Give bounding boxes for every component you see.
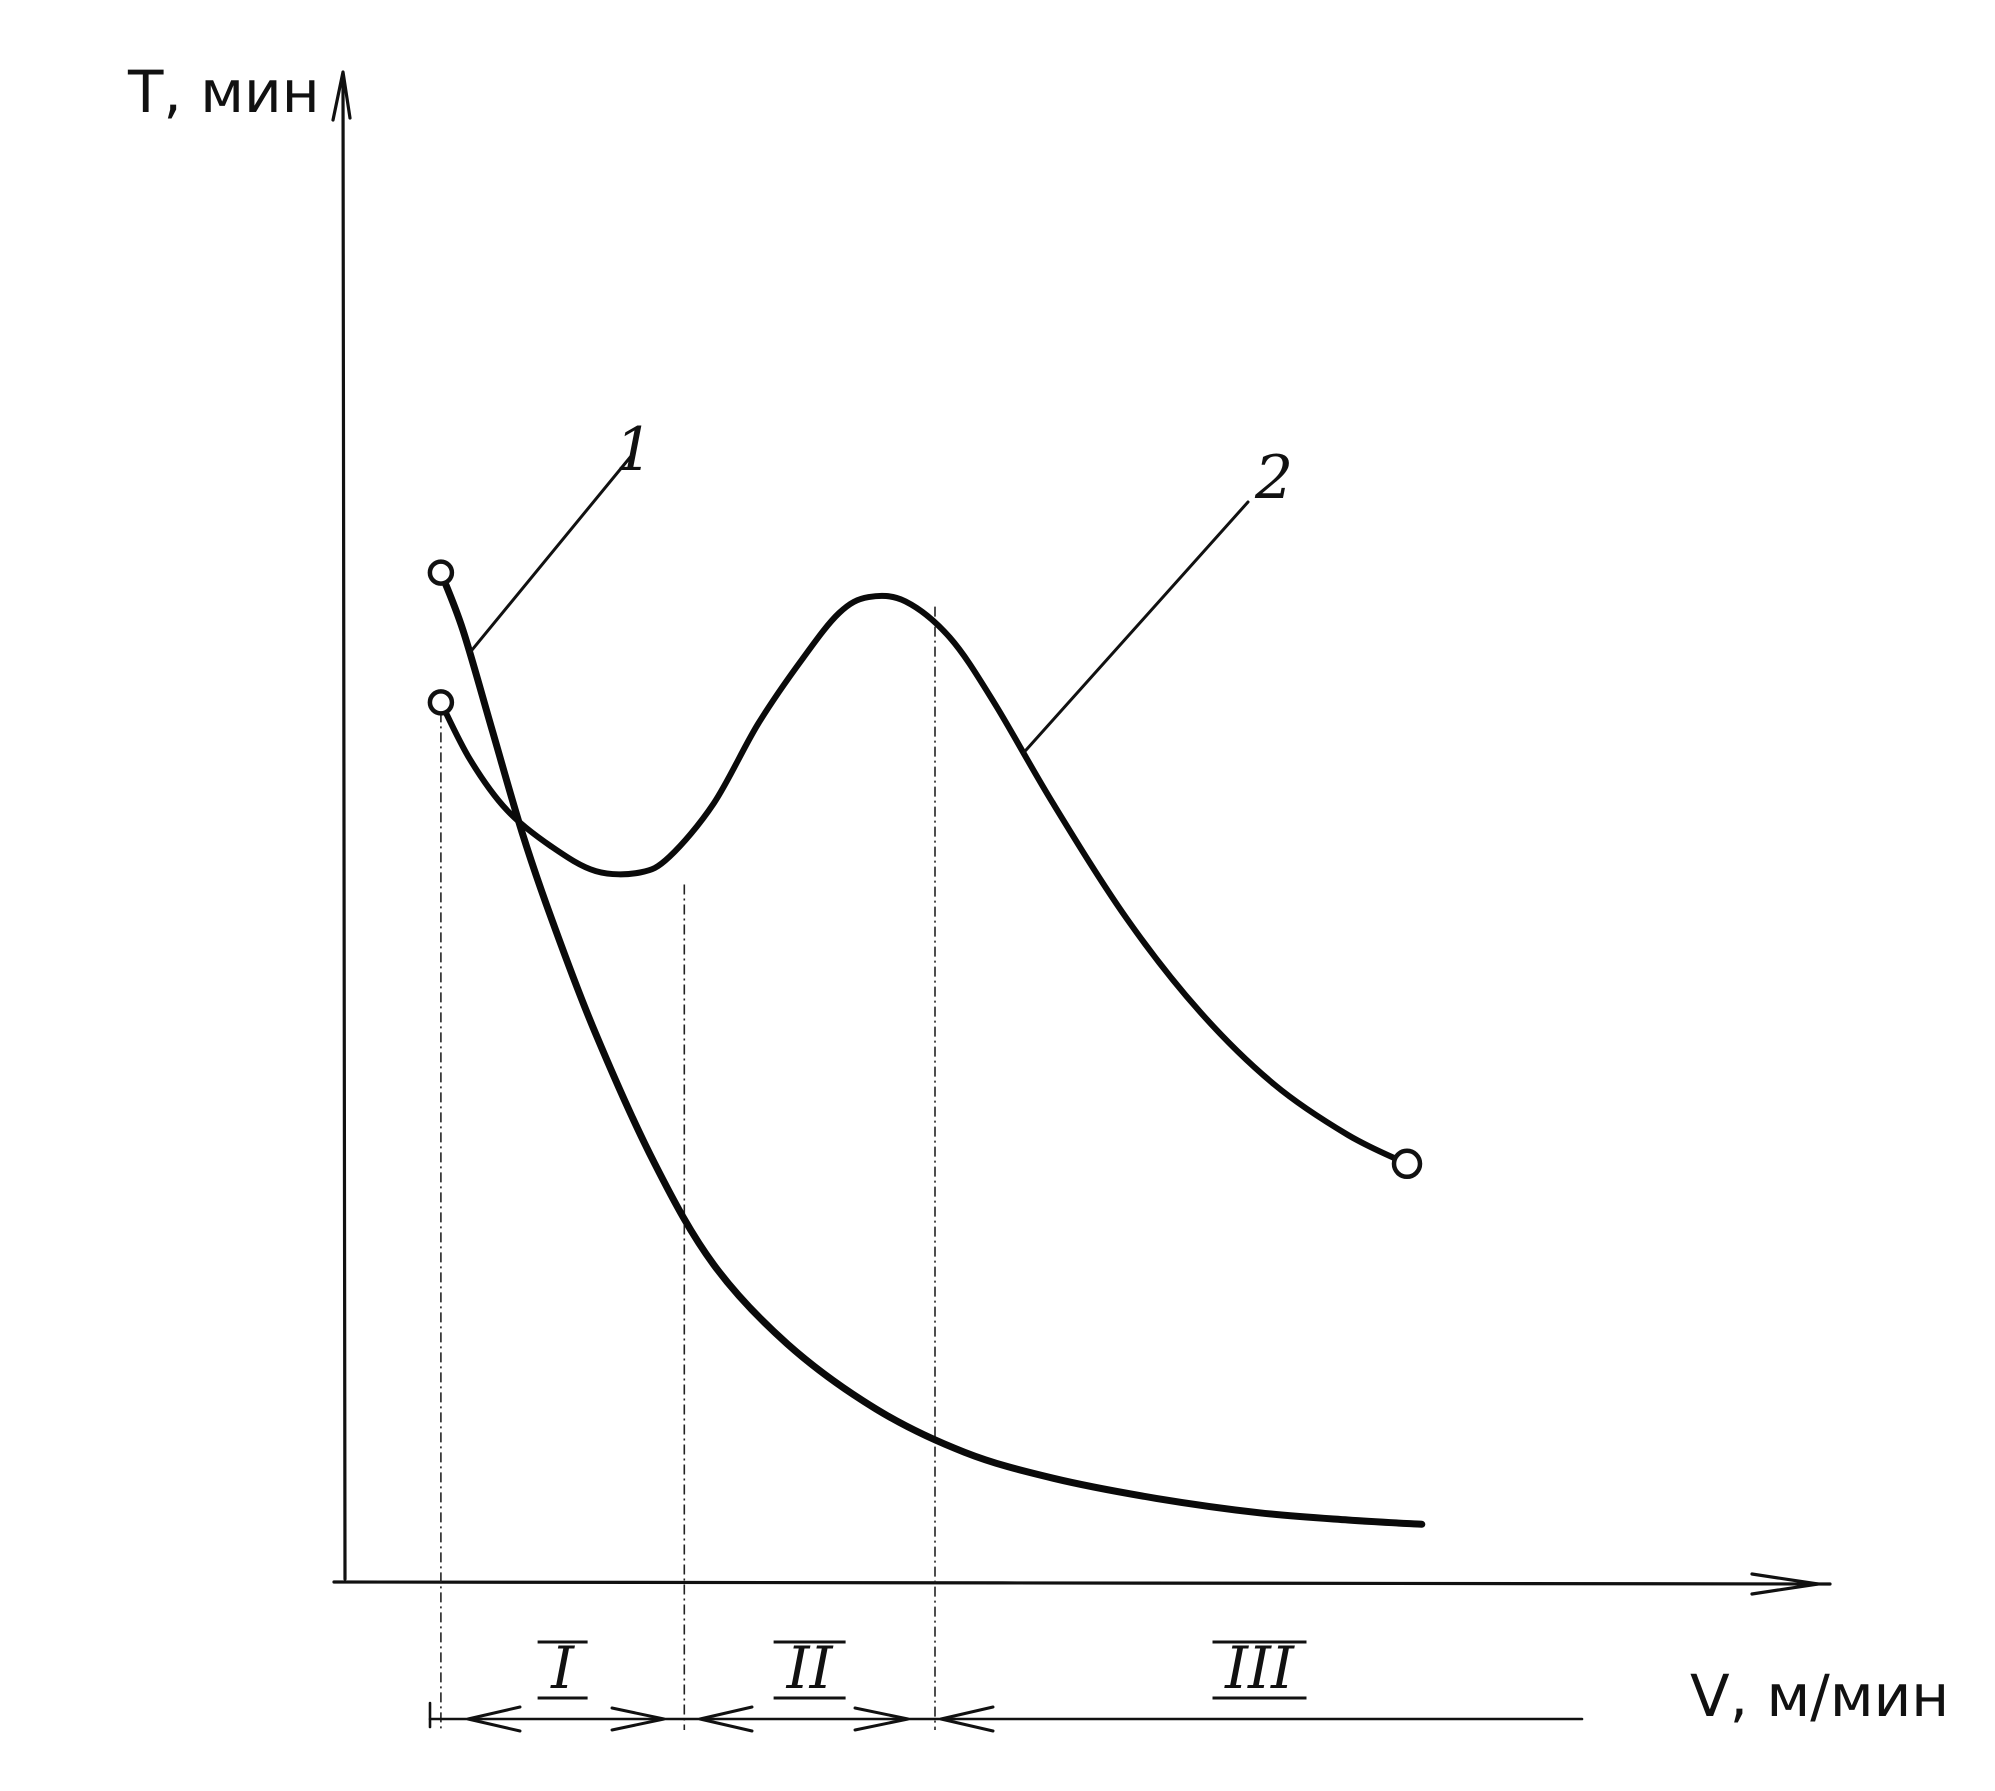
series-2-start-marker: [427, 689, 455, 716]
x-axis-arrow: [1750, 1572, 1820, 1596]
leader-lines: [468, 453, 1250, 755]
series-1-label: 1: [615, 415, 653, 485]
y-axis-title: T, мин: [127, 58, 320, 126]
data-curves: [437, 569, 1426, 1528]
zone-iii-label: III: [1224, 1634, 1295, 1702]
x-axis-title: V, м/мин: [1690, 1662, 1949, 1730]
axes: [331, 70, 1832, 1596]
y-axis-arrow: [331, 70, 352, 122]
series-1-start-marker: [427, 559, 455, 586]
guide-lines: [440, 606, 936, 1730]
series-2-minimum-marker: [1391, 1148, 1423, 1180]
zone-i-left-arrow: [466, 1705, 522, 1733]
series-1-leader-line: [468, 453, 634, 654]
zone-labels: I II III: [537, 1634, 1307, 1702]
series-1-line: [437, 569, 1426, 1528]
zone-arrows: [428, 1701, 1584, 1733]
y-axis-line: [341, 73, 347, 1581]
zone-ii-label: II: [786, 1634, 834, 1702]
zone-iii-left-arrow: [939, 1705, 995, 1733]
zone-ii-left-arrow: [698, 1705, 754, 1733]
series-2-leader-line: [1022, 500, 1250, 755]
x-axis-line: [332, 1580, 1832, 1586]
series-2-line: [437, 592, 1410, 1167]
series-2-label: 2: [1254, 443, 1293, 513]
endpoint-markers: [427, 559, 1423, 1180]
zone-ii-right-arrow: [853, 1706, 910, 1732]
zone-i-right-arrow: [610, 1706, 666, 1732]
zone-i-label: I: [550, 1634, 575, 1702]
